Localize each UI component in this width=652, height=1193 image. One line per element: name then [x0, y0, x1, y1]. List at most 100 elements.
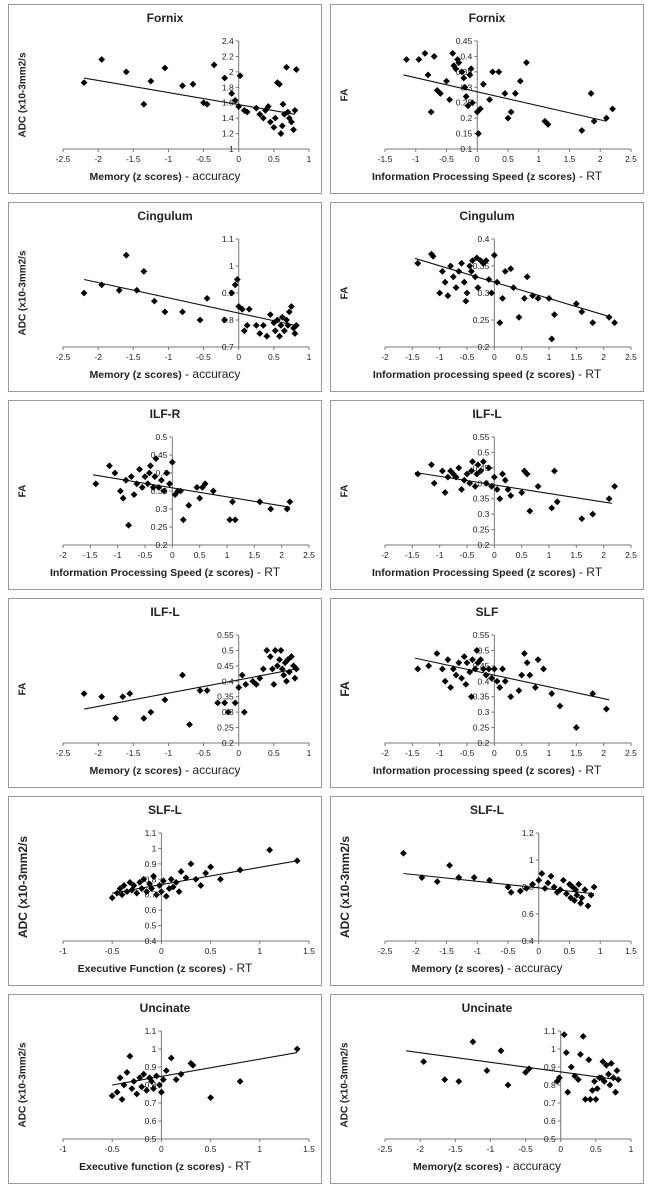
x-tick-label: 1: [307, 352, 312, 362]
data-point: [207, 1094, 214, 1101]
x-tick-label: 1.5: [570, 352, 582, 362]
data-point: [578, 515, 586, 523]
data-point: [531, 684, 539, 691]
x-tick-label: 0.5: [590, 1144, 602, 1154]
x-tick-label: -1.5: [126, 352, 141, 362]
scatter-plot: -2 -1.5 -1 -0.5 0 0.5 1 1.5 2 2.5 0.2 0.25 0.3 0.35 0.…: [381, 432, 637, 560]
y-tick-label: 1: [229, 144, 234, 154]
x-tick-label: -1: [165, 748, 173, 758]
x-tick-label: -1: [412, 154, 420, 164]
data-point: [572, 300, 580, 308]
data-point: [507, 693, 515, 701]
y-axis-label: FA: [339, 286, 351, 300]
data-point: [288, 118, 295, 126]
data-point: [529, 292, 536, 300]
data-point: [80, 289, 88, 297]
x-tick-label: 0: [492, 550, 497, 560]
data-point: [403, 56, 410, 63]
data-point: [485, 276, 493, 283]
data-point: [130, 882, 138, 889]
data-point: [573, 891, 581, 899]
data-point: [577, 899, 584, 907]
data-point: [126, 690, 134, 698]
data-point: [243, 108, 251, 116]
x-tick-label: -1: [487, 1144, 495, 1154]
y-tick-label: 1.1: [222, 234, 234, 244]
data-point: [425, 662, 433, 670]
data-point: [477, 656, 485, 664]
chart-panel: Uncinate -1 -0.5 0 0.5 1 1.5 0.5 0.6 0.7 0.8 0.9 1 1.…: [8, 994, 322, 1184]
y-tick-label: 0.8: [544, 1080, 556, 1090]
scatter-plot: -2 -1.5 -1 -0.5 0 0.5 1 1.5 2 2.5 0.2 0.25 0.3 0.35 0.…: [59, 432, 315, 560]
x-tick-label: 0.5: [516, 748, 528, 758]
data-point: [563, 890, 570, 898]
data-point: [488, 482, 495, 490]
data-point: [161, 308, 169, 316]
y-tick-label: 0.4: [222, 676, 234, 686]
x-tick-label: -0.5: [138, 550, 153, 560]
data-point: [538, 870, 546, 877]
scatter-plot: -2.5-2-1.5-1-0.500.510.20.250.30.350.40.…: [56, 630, 312, 758]
data-point: [271, 327, 279, 335]
data-point: [534, 656, 542, 664]
data-point: [534, 482, 542, 490]
x-tick-label: -1: [436, 748, 444, 758]
data-point: [556, 886, 564, 894]
y-tick-label: 0.9: [145, 859, 157, 869]
y-tick-label: 0.6: [522, 909, 534, 919]
x-tick-label: -2.5: [378, 1144, 393, 1154]
x-tick-label: -1: [59, 946, 67, 956]
x-tick-label: -2.5: [56, 154, 71, 164]
data-point: [578, 127, 586, 134]
data-point: [473, 647, 481, 654]
y-tick-label: 0.35: [473, 494, 490, 504]
y-tick-label: 0.35: [473, 261, 490, 271]
data-point: [507, 492, 515, 500]
data-point: [548, 504, 556, 512]
data-point: [436, 90, 444, 97]
y-tick-label: 0.35: [151, 486, 168, 496]
data-point: [235, 103, 243, 110]
data-point: [449, 273, 457, 281]
y-tick-label: 0.8: [145, 874, 157, 884]
data-point: [189, 80, 197, 88]
data-point: [179, 308, 186, 316]
data-point: [278, 122, 286, 130]
data-point: [605, 313, 613, 321]
data-point: [441, 1076, 449, 1083]
y-tick-label: 0.9: [544, 1062, 556, 1072]
scatter-plot: -2 -1.5 -1 -0.5 0 0.5 1 1.5 2 2.5 0.2 0.25 0.3 0.35 0.…: [381, 234, 637, 362]
data-point: [499, 295, 506, 302]
y-tick-label: 2.2: [222, 51, 234, 61]
data-point: [252, 322, 260, 329]
data-point: [290, 126, 297, 134]
data-point: [224, 708, 232, 716]
data-point: [122, 476, 130, 484]
y-axis-label: ADC (x10-3mm2/s: [339, 1042, 351, 1128]
y-axis-label: ADC (x10-3mm2/s: [16, 835, 30, 939]
y-tick-label: 0.5: [222, 645, 234, 655]
chart-title: Cingulum: [137, 209, 193, 223]
data-point: [460, 74, 468, 82]
data-point: [271, 114, 279, 122]
data-point: [217, 875, 224, 883]
data-point: [259, 114, 267, 122]
data-point: [210, 61, 218, 69]
x-tick-label: 1.5: [564, 154, 576, 164]
data-point: [590, 117, 598, 125]
y-tick-label: 0.2: [478, 540, 490, 550]
data-point: [516, 77, 524, 85]
data-point: [575, 880, 583, 888]
data-point: [226, 516, 234, 524]
x-tick-label: -1: [473, 946, 481, 956]
data-point: [515, 313, 523, 321]
data-point: [418, 874, 426, 881]
data-point: [186, 721, 193, 728]
data-point: [414, 665, 422, 673]
y-tick-label: 0.9: [222, 288, 234, 298]
x-tick-label: 1.5: [570, 550, 582, 560]
data-point: [447, 262, 454, 270]
y-tick-label: 0.2: [222, 738, 234, 748]
data-point: [293, 857, 301, 865]
y-tick-label: 0.25: [473, 723, 490, 733]
